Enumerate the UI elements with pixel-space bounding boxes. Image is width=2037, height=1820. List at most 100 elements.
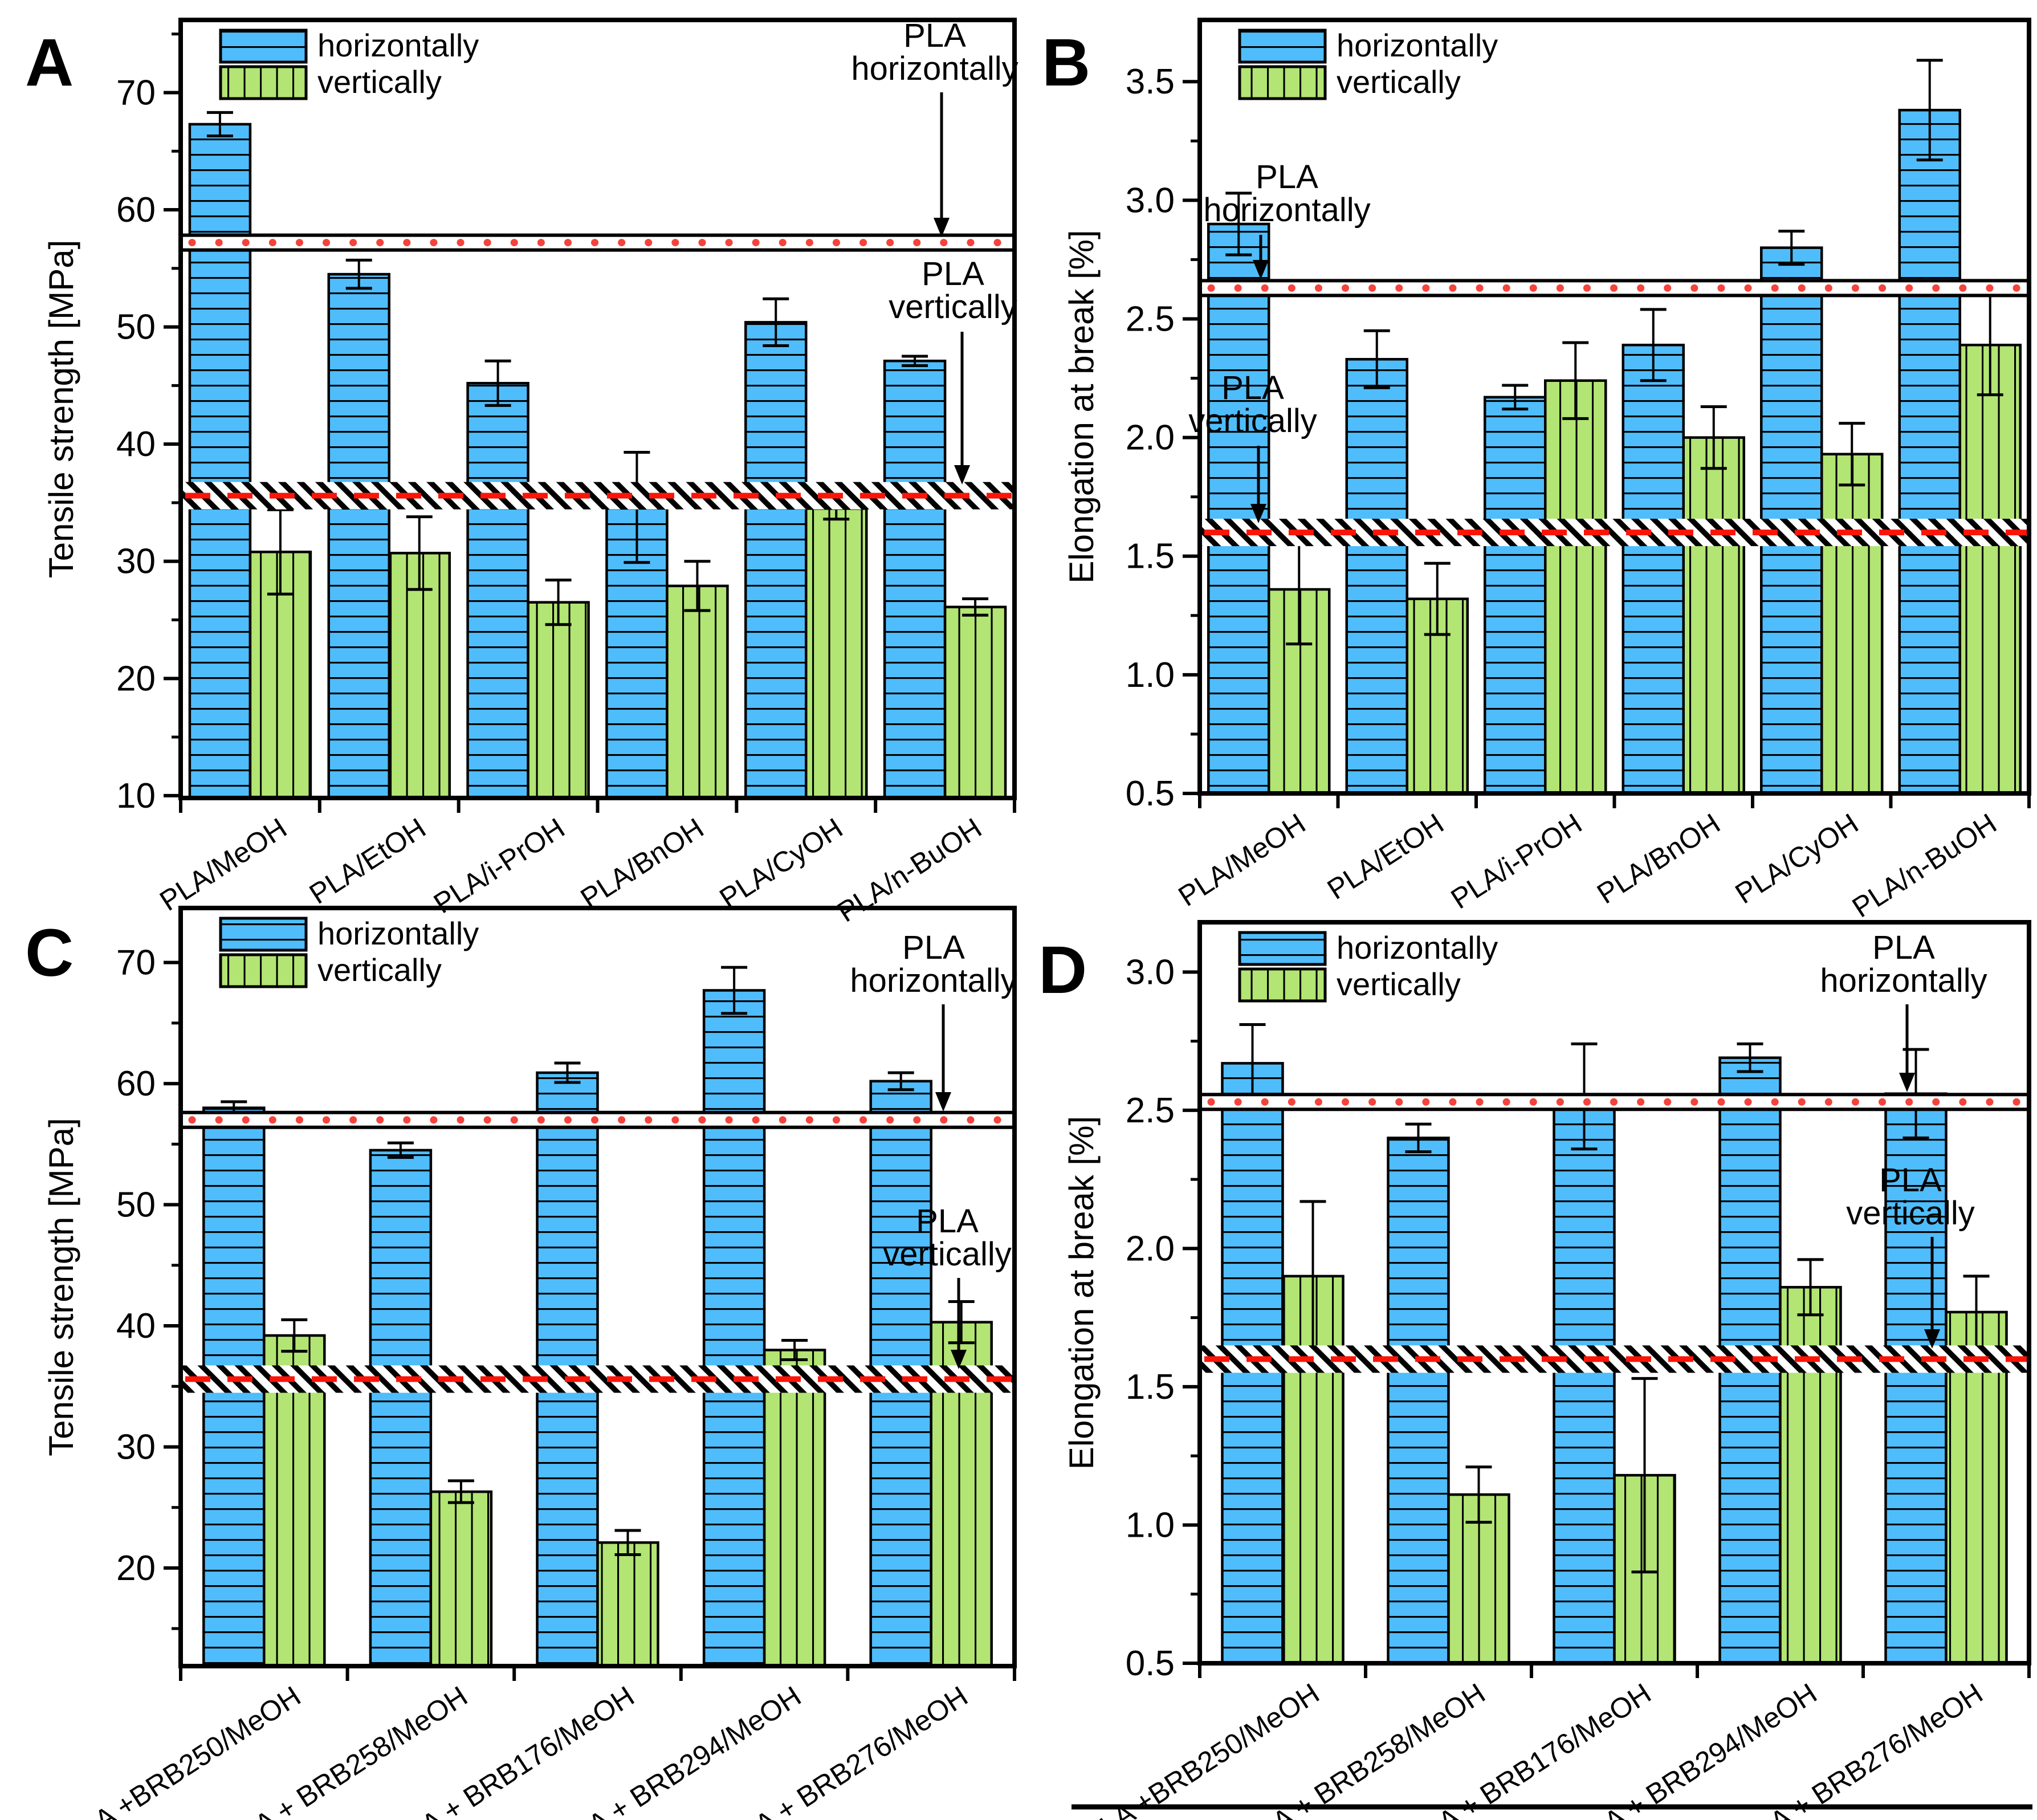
error-bar: [902, 355, 928, 367]
panel-letter: D: [1038, 933, 1087, 1008]
y-tick-label: 20: [116, 1549, 156, 1588]
bar-A-6-horizontally: [883, 359, 947, 800]
error-bar: [1405, 1122, 1432, 1154]
y-tick-label: 2.5: [1126, 299, 1175, 339]
error-bar: [545, 579, 572, 626]
annotation-text: PLA: [1256, 158, 1318, 196]
y-tick-label: 3.0: [1126, 181, 1175, 220]
bar-C-2-horizontally: [369, 1149, 433, 1668]
annotation-text: PLA: [1872, 929, 1935, 966]
y-tick-label: 60: [116, 190, 156, 230]
error-bar: [206, 111, 233, 138]
panel-letter: B: [1042, 25, 1090, 100]
annotation-text: PLA: [916, 1203, 979, 1240]
annotation-text: vertically: [889, 288, 1017, 325]
y-tick-label: 0.5: [1126, 1644, 1175, 1683]
y-tick-label: 2.5: [1126, 1091, 1175, 1130]
ref-band-pla-horizontally: [1200, 279, 2033, 298]
ref-band-pla-horizontally: [181, 1110, 1018, 1129]
y-tick-label: 30: [116, 1427, 156, 1467]
legend-label-horizontally: horizontally: [1337, 930, 1498, 966]
y-tick-label: 40: [116, 1306, 156, 1346]
bar-D-1-vertically: [1281, 1275, 1345, 1665]
y-tick-label: 1.5: [1126, 1367, 1175, 1407]
error-bar: [962, 597, 989, 617]
error-bar: [1640, 308, 1667, 382]
error-bar: [447, 1479, 474, 1504]
y-tick-label: 50: [116, 308, 156, 347]
error-bar: [1225, 192, 1252, 256]
y-tick-label: 10: [116, 776, 156, 816]
legend-swatch-vertically: [1238, 967, 1327, 1003]
annotation-text: vertically: [883, 1236, 1012, 1273]
error-bar: [1631, 1377, 1658, 1574]
y-tick-label: 70: [116, 73, 156, 112]
error-bar: [1778, 229, 1805, 266]
error-bar: [1562, 341, 1589, 420]
annotation-arrowhead: [934, 218, 950, 237]
legend-swatch-vertically: [219, 65, 308, 100]
bar-B-4-horizontally: [1622, 344, 1685, 795]
error-bar: [948, 1300, 975, 1345]
y-tick-label: 20: [116, 659, 156, 698]
error-bar: [1465, 1465, 1492, 1524]
bar-A-5-vertically: [805, 507, 868, 800]
y-axis-title: Elongation at break [%]: [1062, 1116, 1101, 1469]
error-bar: [1737, 1042, 1763, 1073]
ref-band-pla-vertically: [1200, 1345, 2029, 1373]
y-tick-label: 70: [116, 943, 156, 983]
bar-A-4-vertically: [666, 584, 729, 800]
annotation-text: horizontally: [1820, 962, 1987, 999]
error-bar: [554, 1061, 581, 1084]
bar-B-3-vertically: [1544, 379, 1607, 795]
error-bar: [887, 1071, 914, 1092]
error-bar: [1700, 405, 1727, 470]
legend-swatch-horizontally: [1238, 931, 1327, 966]
error-bar: [721, 966, 748, 1015]
y-axis-title: Elongation at break [%]: [1062, 230, 1101, 583]
bar-B-6-horizontally: [1898, 108, 1961, 795]
bar-B-4-vertically: [1682, 436, 1745, 795]
legend-label-horizontally: horizontally: [317, 915, 479, 951]
error-bar: [406, 515, 433, 591]
error-bar: [1916, 59, 1943, 162]
bar-A-3-vertically: [527, 601, 590, 800]
bar-A-5-horizontally: [744, 321, 808, 800]
legend-label-vertically: vertically: [1337, 966, 1461, 1002]
y-tick-label: 40: [116, 425, 156, 464]
error-bar: [387, 1141, 414, 1159]
error-bar: [684, 560, 711, 612]
legend-label-vertically: vertically: [317, 952, 442, 988]
annotation-arrowhead: [1924, 1329, 1940, 1349]
bar-B-6-vertically: [1958, 344, 2022, 795]
error-bar: [781, 1338, 808, 1361]
y-tick-label: 30: [116, 542, 156, 581]
error-bar: [1424, 561, 1451, 636]
y-tick-label: 60: [116, 1064, 156, 1104]
y-tick-label: 1.0: [1126, 1505, 1175, 1545]
legend-label-horizontally: horizontally: [1337, 27, 1498, 63]
bar-B-2-horizontally: [1345, 357, 1408, 795]
legend-swatch-vertically: [1238, 65, 1327, 100]
annotation-text: vertically: [1846, 1195, 1975, 1232]
bar-C-2-vertically: [429, 1490, 493, 1668]
ref-band-pla-horizontally: [1200, 1093, 2033, 1111]
bar-D-2-horizontally: [1387, 1137, 1450, 1665]
y-tick-label: 3.5: [1126, 62, 1175, 101]
annotation-text: horizontally: [850, 962, 1017, 999]
error-bar: [281, 1318, 308, 1353]
bar-C-4-vertically: [763, 1349, 826, 1668]
y-axis-title: Tensile strength [MPa]: [42, 240, 80, 579]
y-tick-label: 50: [116, 1186, 156, 1225]
legend-swatch-horizontally: [219, 917, 308, 952]
